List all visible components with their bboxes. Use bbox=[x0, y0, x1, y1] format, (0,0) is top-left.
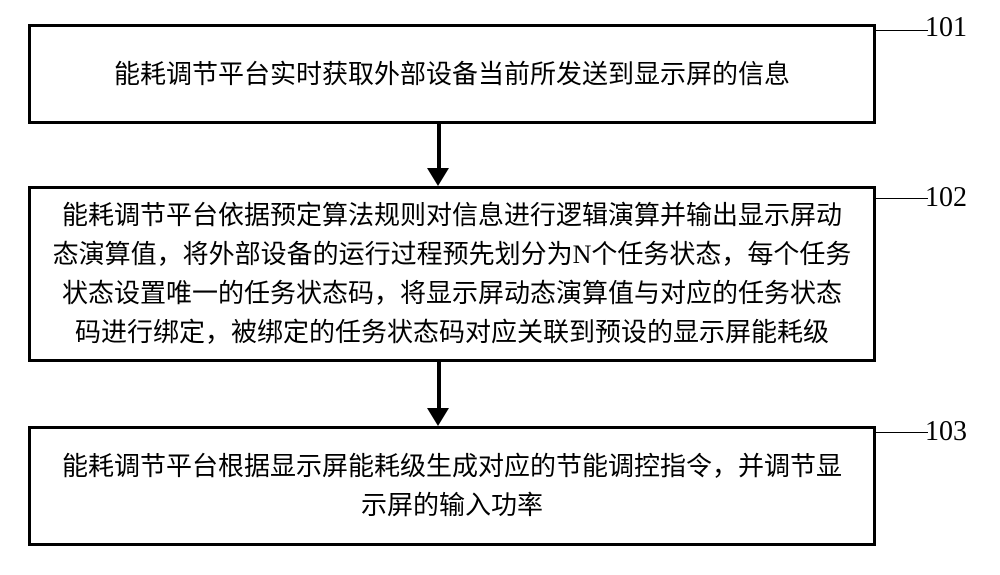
arrow-line bbox=[437, 124, 441, 168]
leader-line bbox=[876, 30, 928, 31]
arrow-head-icon bbox=[427, 168, 449, 186]
leader-line bbox=[876, 198, 928, 199]
arrow-line bbox=[437, 362, 441, 408]
flow-step-step-103: 能耗调节平台根据显示屏能耗级生成对应的节能调控指令，并调节显示屏的输入功率 bbox=[28, 426, 876, 546]
arrow-head-icon bbox=[427, 408, 449, 426]
flow-step-text: 能耗调节平台实时获取外部设备当前所发送到显示屏的信息 bbox=[114, 55, 790, 94]
flowchart-canvas: 能耗调节平台实时获取外部设备当前所发送到显示屏的信息 101 能耗调节平台依据预定算… bbox=[0, 0, 1000, 575]
flow-step-step-101: 能耗调节平台实时获取外部设备当前所发送到显示屏的信息 bbox=[28, 24, 876, 124]
flow-step-label: 101 bbox=[925, 12, 967, 44]
leader-line bbox=[876, 432, 928, 433]
flow-step-step-102: 能耗调节平台依据预定算法规则对信息进行逻辑演算并输出显示屏动态演算值，将外部设备… bbox=[28, 186, 876, 362]
flow-step-text: 能耗调节平台依据预定算法规则对信息进行逻辑演算并输出显示屏动态演算值，将外部设备… bbox=[51, 196, 853, 352]
flow-step-label: 102 bbox=[925, 182, 967, 214]
flow-step-label: 103 bbox=[925, 416, 967, 448]
flow-step-text: 能耗调节平台根据显示屏能耗级生成对应的节能调控指令，并调节显示屏的输入功率 bbox=[51, 447, 853, 525]
